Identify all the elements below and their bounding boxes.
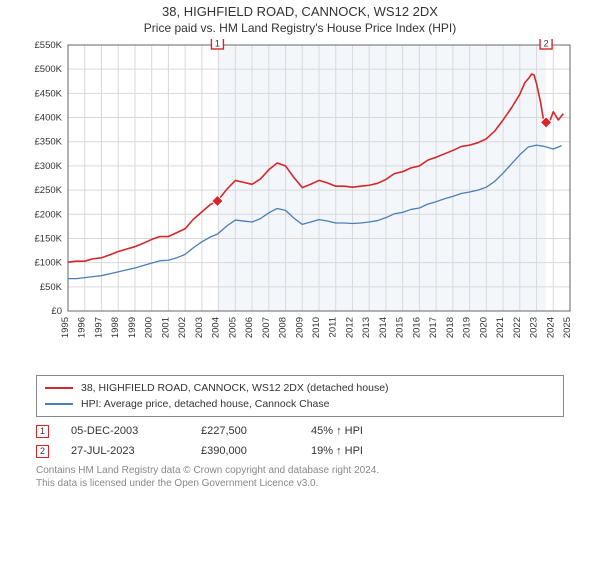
svg-text:2017: 2017 [428,317,439,338]
legend-label: HPI: Average price, detached house, Cann… [81,398,329,410]
svg-text:2016: 2016 [411,317,422,338]
svg-text:2013: 2013 [361,317,372,338]
transaction-date: 27-JUL-2023 [71,445,201,457]
transaction-price: £390,000 [201,445,311,457]
transaction-row: 2 27-JUL-2023£390,00019% ↑ HPI [36,441,564,461]
legend-label: 38, HIGHFIELD ROAD, CANNOCK, WS12 2DX (d… [81,382,389,394]
svg-text:1: 1 [215,39,220,49]
svg-text:£150K: £150K [35,233,63,244]
transaction-pct: 19% ↑ HPI [311,445,431,457]
svg-text:2023: 2023 [529,317,540,338]
footnote-line: Contains HM Land Registry data © Crown c… [36,465,564,478]
svg-text:2019: 2019 [462,317,473,338]
svg-text:2018: 2018 [445,317,456,338]
svg-text:2: 2 [544,39,549,49]
svg-text:2009: 2009 [294,317,305,338]
svg-text:2002: 2002 [177,317,188,338]
svg-text:2006: 2006 [244,317,255,338]
svg-text:2021: 2021 [495,317,506,338]
svg-text:2007: 2007 [261,317,272,338]
transaction-pct: 45% ↑ HPI [311,425,431,437]
svg-text:2015: 2015 [395,317,406,338]
svg-text:2025: 2025 [562,317,573,338]
svg-text:2008: 2008 [278,317,289,338]
svg-text:£400K: £400K [35,113,63,124]
svg-text:£0: £0 [51,306,62,317]
legend-swatch [45,387,73,389]
svg-text:£50K: £50K [40,282,63,293]
svg-text:2011: 2011 [328,317,339,337]
transaction-row: 1 05-DEC-2003£227,50045% ↑ HPI [36,421,564,441]
svg-text:2003: 2003 [194,317,205,338]
legend-item: 38, HIGHFIELD ROAD, CANNOCK, WS12 2DX (d… [45,380,555,396]
svg-text:£250K: £250K [35,185,63,196]
svg-text:2020: 2020 [478,317,489,338]
svg-text:2022: 2022 [512,317,523,338]
page-title: 38, HIGHFIELD ROAD, CANNOCK, WS12 2DX [0,4,600,19]
svg-text:2005: 2005 [227,317,238,338]
svg-text:2004: 2004 [211,317,222,338]
svg-text:1999: 1999 [127,317,138,338]
page-subtitle: Price paid vs. HM Land Registry's House … [0,21,600,35]
svg-text:£550K: £550K [35,40,63,51]
svg-text:1995: 1995 [60,317,71,338]
footnote-line: This data is licensed under the Open Gov… [36,478,564,491]
transaction-date: 05-DEC-2003 [71,425,201,437]
legend: 38, HIGHFIELD ROAD, CANNOCK, WS12 2DX (d… [36,375,564,417]
price-chart: £0 £50K £100K £150K £200K £250K £300K £350K £400… [20,39,580,369]
transactions-table: 1 05-DEC-2003£227,50045% ↑ HPI 2 27-JUL-202… [36,421,564,461]
svg-text:£100K: £100K [35,258,63,269]
legend-item: HPI: Average price, detached house, Cann… [45,396,555,412]
svg-text:2010: 2010 [311,317,322,338]
legend-swatch [45,403,73,405]
svg-text:1998: 1998 [110,317,121,338]
transaction-marker-icon: 1 [36,425,49,438]
svg-text:2014: 2014 [378,317,389,338]
svg-text:£200K: £200K [35,209,63,220]
transaction-marker-icon: 2 [36,445,49,458]
svg-text:2001: 2001 [160,317,171,338]
svg-text:£450K: £450K [35,88,63,99]
svg-text:2000: 2000 [144,317,155,338]
svg-text:£500K: £500K [35,64,63,75]
transaction-price: £227,500 [201,425,311,437]
svg-text:1996: 1996 [77,317,88,338]
svg-text:2024: 2024 [545,317,556,338]
svg-text:£300K: £300K [35,161,63,172]
svg-text:1997: 1997 [93,317,104,338]
svg-text:£350K: £350K [35,137,63,148]
svg-text:2012: 2012 [344,317,355,338]
footnote: Contains HM Land Registry data © Crown c… [36,465,564,490]
